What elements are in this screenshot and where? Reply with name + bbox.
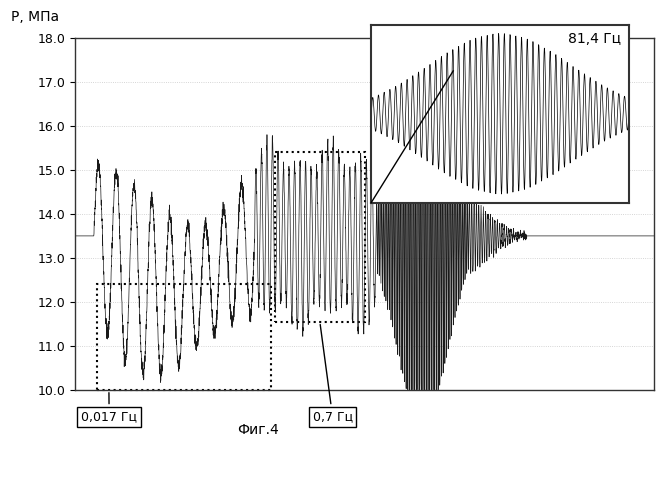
Text: 81,4 Гц: 81,4 Гц (568, 32, 621, 46)
Y-axis label: P, МПа: P, МПа (11, 10, 59, 24)
Bar (415, 71, 453, 108)
Text: Фиг.4: Фиг.4 (237, 423, 278, 437)
Text: 0,017 Гц: 0,017 Гц (81, 392, 137, 424)
Bar (98, 284, 271, 390)
Text: 0,7 Гц: 0,7 Гц (312, 324, 353, 424)
Bar (275, 152, 365, 322)
